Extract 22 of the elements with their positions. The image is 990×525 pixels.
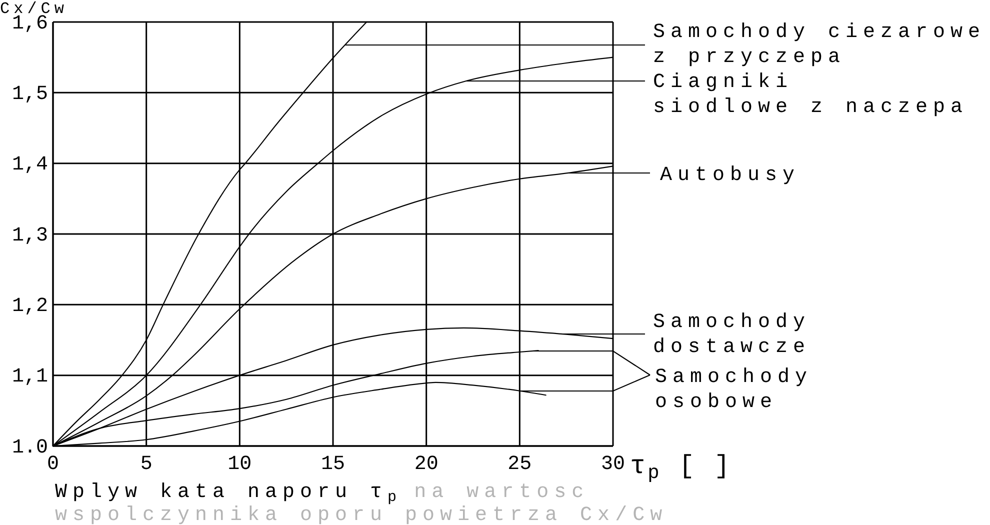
text: Samochody ciezarowe z przyczepa	[653, 21, 986, 69]
x-tick-label: 20	[414, 453, 438, 476]
y-tick-label: 1,3	[12, 224, 48, 248]
text: Ciagniki siodlowe z naczepa	[653, 71, 968, 119]
x-axis-title: τ$_{p}$ [ ]	[630, 451, 732, 484]
x-tick-label: 0	[46, 453, 60, 476]
y-tick-label: 1,1	[12, 366, 48, 389]
text: wspolczynnika oporu powietrza Cx/Cw	[55, 504, 668, 525]
text: na wartosc	[414, 481, 590, 504]
legend-label: Autobusy	[660, 164, 800, 187]
y-tick-label: 1,2	[12, 295, 48, 318]
x-tick-label: 10	[228, 453, 252, 476]
y-tick-label: 1,4	[12, 154, 48, 177]
text: Wplyw kata naporu τ$_{p}$	[55, 481, 402, 506]
text: Samochody osobowe	[655, 366, 813, 414]
y-tick-label: 1.0	[12, 436, 48, 460]
x-tick-label: 30	[600, 453, 626, 476]
x-tick-label: 25	[508, 453, 532, 476]
y-tick-label: 1,5	[12, 83, 48, 106]
legend-label: Samochody dostawcze	[653, 311, 811, 359]
x-tick-label: 15	[320, 453, 346, 476]
x-tick-label: 5	[140, 453, 152, 476]
